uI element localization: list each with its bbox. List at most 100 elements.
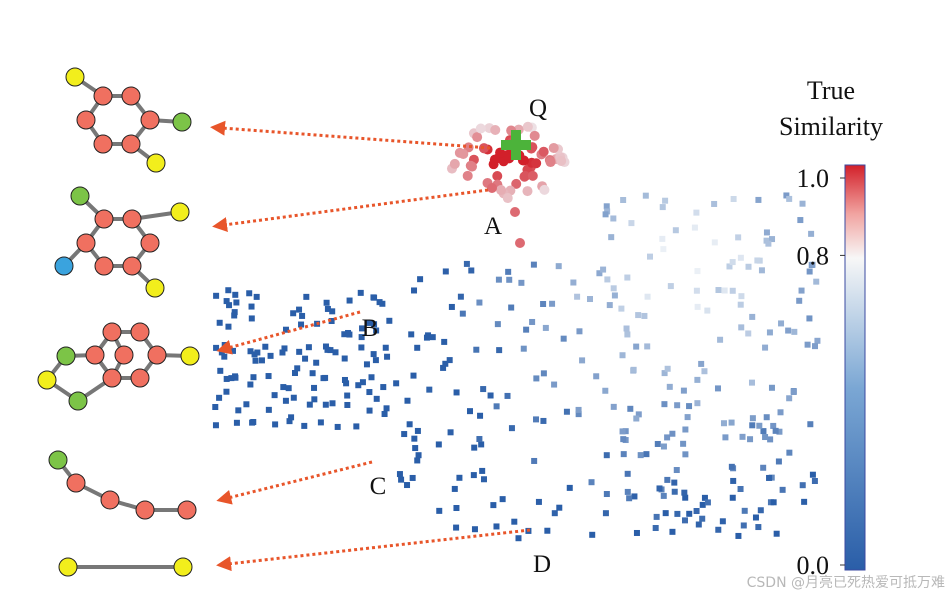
point bbox=[682, 451, 689, 458]
point bbox=[213, 292, 220, 299]
point bbox=[370, 294, 377, 301]
point bbox=[656, 485, 663, 492]
point bbox=[282, 397, 289, 404]
point bbox=[216, 394, 223, 401]
point bbox=[477, 412, 484, 419]
point bbox=[462, 170, 473, 181]
point bbox=[699, 515, 706, 522]
point bbox=[566, 484, 573, 491]
point bbox=[620, 436, 627, 443]
point bbox=[631, 493, 638, 500]
point bbox=[519, 155, 530, 166]
point bbox=[322, 401, 329, 408]
point bbox=[463, 260, 470, 267]
point bbox=[790, 388, 797, 395]
colorbar-tick-label: 0.8 bbox=[797, 241, 830, 270]
point bbox=[672, 227, 679, 234]
point bbox=[265, 373, 272, 380]
point bbox=[489, 154, 500, 165]
point bbox=[258, 357, 265, 364]
point bbox=[786, 195, 793, 202]
point bbox=[704, 499, 711, 506]
point bbox=[801, 498, 808, 505]
point bbox=[799, 482, 806, 489]
point bbox=[265, 406, 272, 413]
point bbox=[286, 418, 293, 425]
point bbox=[778, 320, 785, 327]
point bbox=[490, 502, 497, 509]
point bbox=[530, 261, 537, 268]
point bbox=[711, 239, 718, 246]
point bbox=[441, 338, 448, 345]
point bbox=[600, 266, 607, 273]
point bbox=[252, 357, 259, 364]
point bbox=[574, 293, 581, 300]
point bbox=[218, 349, 225, 356]
point bbox=[624, 488, 631, 495]
point bbox=[540, 300, 547, 307]
point bbox=[232, 291, 239, 298]
point bbox=[768, 384, 775, 391]
point bbox=[729, 494, 736, 501]
point bbox=[680, 387, 687, 394]
point bbox=[671, 488, 678, 495]
point bbox=[618, 305, 625, 312]
point bbox=[760, 464, 767, 471]
point bbox=[662, 197, 669, 204]
point bbox=[667, 283, 674, 290]
point bbox=[763, 414, 770, 421]
point bbox=[355, 382, 362, 389]
point bbox=[661, 401, 668, 408]
point bbox=[755, 196, 762, 203]
point bbox=[533, 416, 540, 423]
point bbox=[695, 521, 702, 528]
point bbox=[747, 436, 754, 443]
point bbox=[652, 525, 659, 532]
point bbox=[480, 386, 487, 393]
point bbox=[664, 434, 671, 441]
point bbox=[531, 457, 538, 464]
point bbox=[637, 452, 644, 459]
point bbox=[368, 374, 375, 381]
point bbox=[267, 352, 274, 359]
point bbox=[653, 513, 660, 520]
point bbox=[216, 319, 223, 326]
point bbox=[722, 434, 729, 441]
point bbox=[353, 423, 360, 430]
point bbox=[475, 123, 486, 134]
point bbox=[754, 257, 761, 264]
point bbox=[626, 495, 633, 502]
point bbox=[603, 203, 610, 210]
point bbox=[415, 452, 422, 459]
point bbox=[471, 444, 478, 451]
point bbox=[406, 421, 413, 428]
point bbox=[453, 505, 460, 512]
point bbox=[366, 319, 373, 326]
point bbox=[589, 531, 596, 538]
point bbox=[243, 401, 250, 408]
point bbox=[535, 498, 542, 505]
point bbox=[299, 312, 306, 319]
point bbox=[610, 215, 617, 222]
point bbox=[504, 392, 511, 399]
point bbox=[288, 414, 295, 421]
point bbox=[417, 276, 424, 283]
point bbox=[451, 485, 458, 492]
point bbox=[472, 132, 483, 143]
point bbox=[383, 405, 390, 412]
point bbox=[448, 303, 455, 310]
molecule-3 bbox=[37, 322, 200, 411]
point bbox=[602, 211, 609, 218]
point bbox=[380, 384, 387, 391]
point bbox=[217, 367, 224, 374]
point bbox=[247, 381, 254, 388]
point bbox=[693, 287, 700, 294]
point bbox=[371, 321, 378, 328]
point bbox=[604, 276, 611, 283]
point bbox=[633, 343, 640, 350]
point bbox=[644, 293, 651, 300]
point bbox=[674, 402, 681, 409]
point bbox=[542, 324, 549, 331]
point bbox=[279, 349, 286, 356]
